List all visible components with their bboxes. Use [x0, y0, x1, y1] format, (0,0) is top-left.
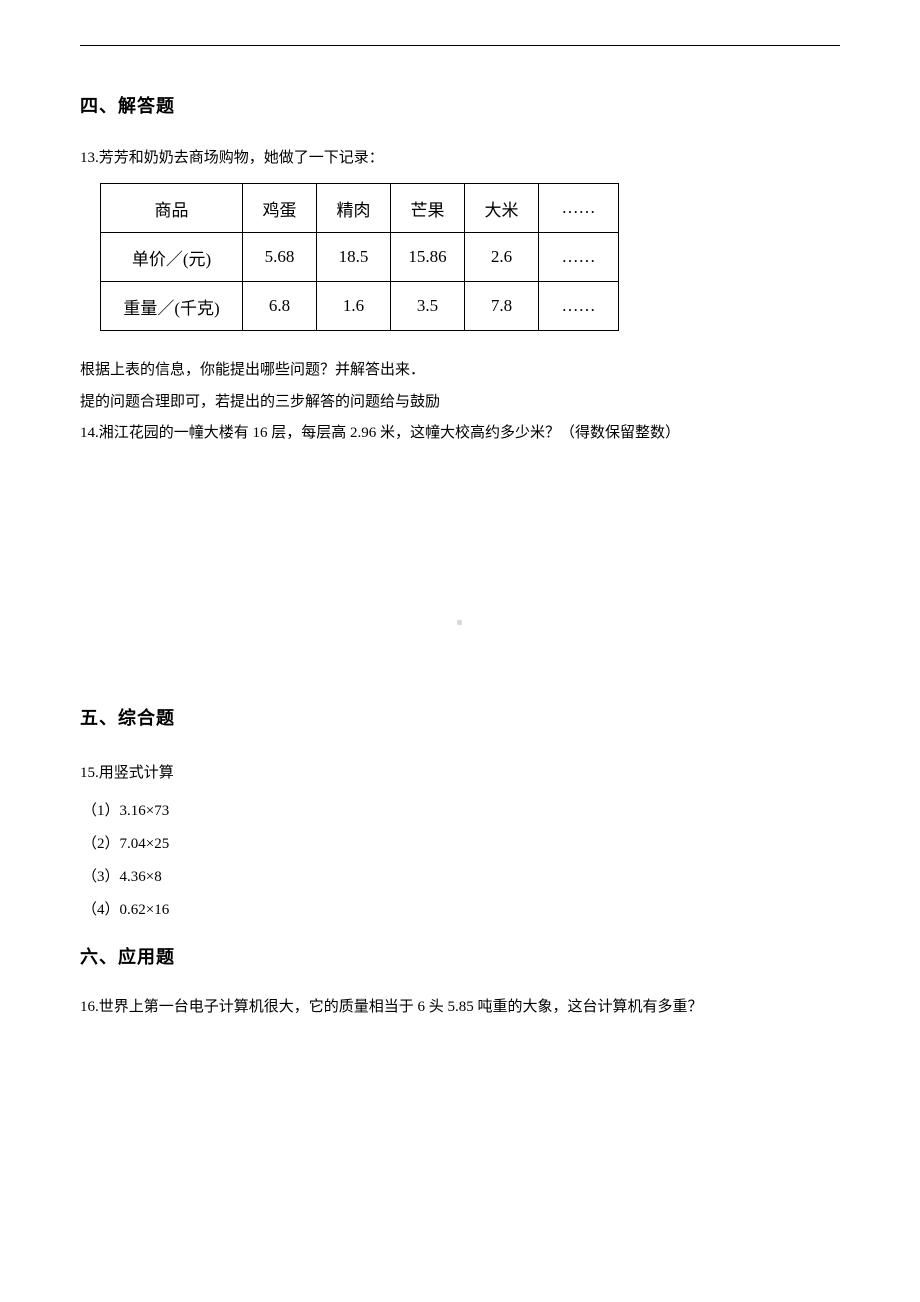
- table-header-cell: 大米: [465, 184, 539, 233]
- section-four-heading: 四、解答题: [80, 92, 840, 118]
- table-cell: ……: [539, 282, 619, 331]
- table-cell: 5.68: [243, 233, 317, 282]
- q13-shopping-table: 商品 鸡蛋 精肉 芒果 大米 …… 单价／(元) 5.68 18.5 15.86…: [100, 183, 619, 331]
- table-header-cell: 芒果: [391, 184, 465, 233]
- table-cell: 7.8: [465, 282, 539, 331]
- top-horizontal-rule: [80, 45, 840, 46]
- q15-intro: 15.用竖式计算: [80, 758, 840, 790]
- table-cell: 3.5: [391, 282, 465, 331]
- q13-followup-2: 提的问题合理即可，若提出的三步解答的问题给与鼓励: [80, 387, 840, 419]
- q13-intro: 13.芳芳和奶奶去商场购物，她做了一下记录：: [80, 146, 840, 167]
- table-cell: 6.8: [243, 282, 317, 331]
- section-six-heading: 六、应用题: [80, 943, 840, 969]
- table-cell: 15.86: [391, 233, 465, 282]
- table-row: 商品 鸡蛋 精肉 芒果 大米 ……: [101, 184, 619, 233]
- table-cell: 单价／(元): [101, 233, 243, 282]
- q15-item-2: （2）7.04×25: [82, 828, 840, 861]
- section-five-heading: 五、综合题: [80, 704, 840, 730]
- table-cell: 2.6: [465, 233, 539, 282]
- table-header-cell: 商品: [101, 184, 243, 233]
- table-row: 单价／(元) 5.68 18.5 15.86 2.6 ……: [101, 233, 619, 282]
- table-header-cell: ……: [539, 184, 619, 233]
- table-cell: 重量／(千克): [101, 282, 243, 331]
- q15-item-1: （1）3.16×73: [82, 795, 840, 828]
- table-cell: 18.5: [317, 233, 391, 282]
- table-cell: 1.6: [317, 282, 391, 331]
- blank-workspace: [80, 456, 840, 676]
- table-row: 重量／(千克) 6.8 1.6 3.5 7.8 ……: [101, 282, 619, 331]
- q14-text: 14.湘江花园的一幢大楼有 16 层，每层高 2.96 米，这幢大校高约多少米？…: [80, 418, 840, 450]
- table-header-cell: 鸡蛋: [243, 184, 317, 233]
- q15-item-4: （4）0.62×16: [82, 894, 840, 927]
- faint-mark-icon: [457, 620, 462, 625]
- q16-text: 16.世界上第一台电子计算机很大，它的质量相当于 6 头 5.85 吨重的大象，…: [80, 995, 840, 1016]
- q15-item-3: （3）4.36×8: [82, 861, 840, 894]
- table-header-cell: 精肉: [317, 184, 391, 233]
- q13-followup-1: 根据上表的信息，你能提出哪些问题？并解答出来．: [80, 355, 840, 387]
- table-cell: ……: [539, 233, 619, 282]
